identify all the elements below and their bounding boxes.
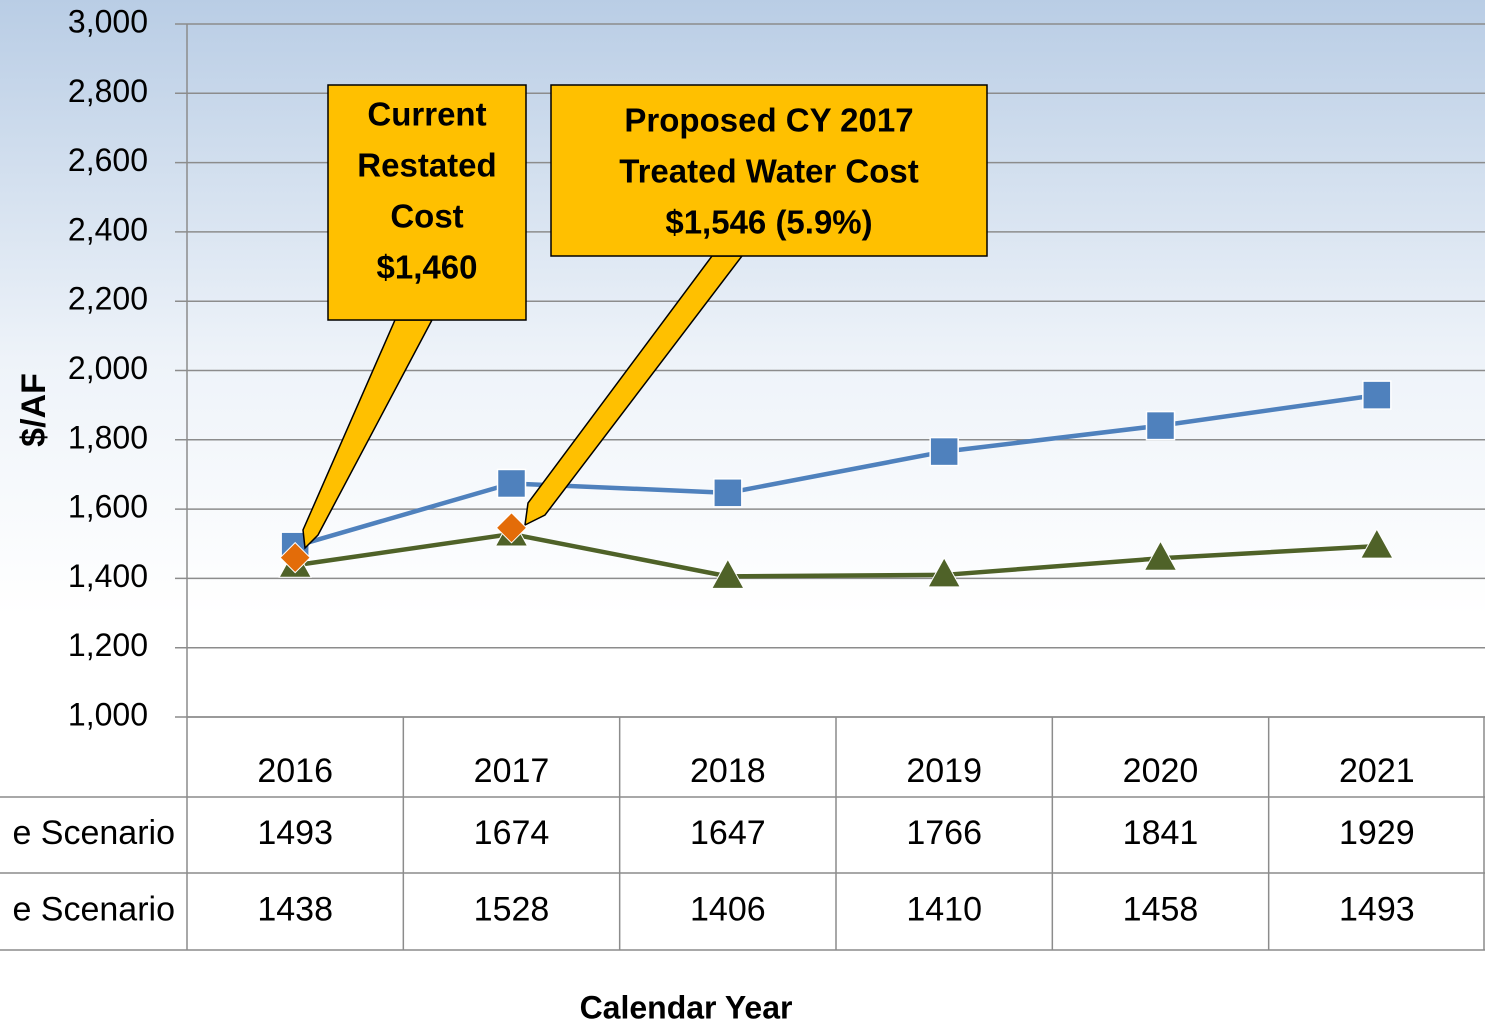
table-value: 1766	[906, 814, 982, 852]
y-tick-label: 1,000	[68, 696, 148, 732]
callout-text: Proposed CY 2017	[624, 102, 913, 139]
y-tick-label: 1,400	[68, 558, 148, 594]
callout-text: Treated Water Cost	[619, 153, 919, 190]
x-tick-label: 2019	[906, 752, 982, 790]
table-value: 1406	[690, 890, 766, 928]
marker	[1145, 410, 1176, 441]
y-tick-label: 1,600	[68, 489, 148, 525]
table-value: 1458	[1123, 890, 1199, 928]
y-tick-label: 2,200	[68, 281, 148, 317]
x-tick-label: 2020	[1123, 752, 1199, 790]
x-axis-title: Calendar Year	[580, 989, 793, 1025]
marker	[495, 512, 528, 544]
marker	[496, 468, 527, 499]
y-tick-label: 3,000	[68, 3, 148, 39]
series-line	[294, 392, 1378, 549]
y-tick-label: 2,600	[68, 142, 148, 178]
table-value: 1841	[1123, 814, 1199, 852]
marker	[929, 436, 959, 467]
y-axis-title: $/AF	[15, 373, 53, 447]
marker	[1362, 380, 1392, 410]
callout-box	[327, 84, 527, 321]
table-value: 1528	[474, 890, 550, 928]
callout-text: $1,546 (5.9%)	[665, 204, 872, 241]
legend-label: e Scenario	[12, 890, 175, 928]
table-value: 1493	[257, 814, 333, 852]
callout-text: Restated	[357, 147, 496, 184]
y-tick-label: 2,000	[68, 350, 148, 386]
callout-text: Current	[367, 96, 486, 133]
x-tick-label: 2017	[474, 752, 550, 790]
marker	[927, 556, 962, 588]
marker	[1143, 540, 1178, 571]
y-tick-label: 2,800	[68, 73, 148, 109]
x-tick-label: 2016	[257, 752, 333, 790]
callout-text: $1,460	[377, 249, 478, 286]
callout-text: Cost	[390, 198, 463, 235]
marker	[1359, 528, 1394, 559]
y-tick-label: 1,200	[68, 627, 148, 663]
y-tick-label: 2,400	[68, 211, 148, 247]
marker	[710, 558, 745, 589]
legend-label: e Scenario	[12, 814, 175, 852]
callout-box	[550, 84, 988, 257]
series-line	[294, 531, 1377, 579]
x-tick-label: 2018	[690, 752, 766, 790]
table-value: 1674	[474, 814, 550, 852]
marker	[279, 541, 311, 574]
x-tick-label: 2021	[1339, 752, 1415, 790]
table-value: 1929	[1339, 814, 1415, 852]
table-value: 1410	[906, 890, 982, 928]
table-value: 1493	[1339, 890, 1415, 928]
marker	[713, 478, 743, 508]
y-tick-label: 1,800	[68, 419, 148, 455]
table-value: 1438	[257, 890, 333, 928]
table-value: 1647	[690, 814, 766, 852]
